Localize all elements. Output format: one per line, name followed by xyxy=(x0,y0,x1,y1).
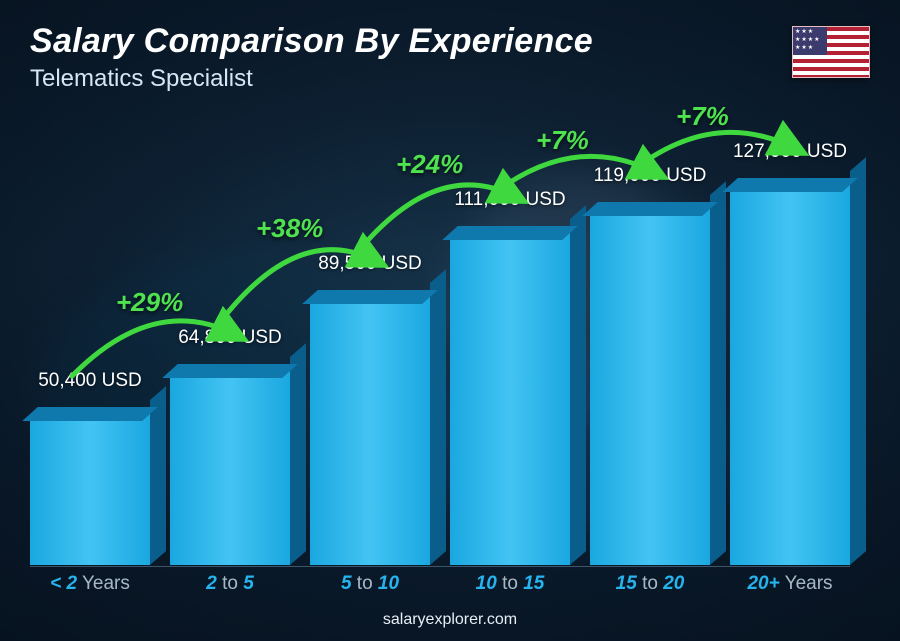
bar xyxy=(310,297,430,565)
xaxis: < 2 Years 2 to 5 5 to 10 10 to 15 15 to 20 20… xyxy=(30,566,850,595)
growth-pct-label: +7% xyxy=(536,125,589,156)
bar-side xyxy=(290,343,306,565)
chart-column: 89,500 USD xyxy=(310,297,430,565)
bar-side xyxy=(710,181,726,565)
chart-column: 64,800 USD xyxy=(170,371,290,565)
xaxis-category: < 2 Years xyxy=(30,573,150,595)
bar-value-label: 89,500 USD xyxy=(286,253,454,275)
growth-pct-label: +7% xyxy=(676,101,729,132)
bar-front xyxy=(730,185,850,565)
bar xyxy=(590,209,710,565)
bar-top xyxy=(302,290,438,304)
chart-column: 127,000 USD xyxy=(730,185,850,565)
bar-value-label: 50,400 USD xyxy=(6,370,174,392)
bar-side xyxy=(150,386,166,565)
page-subtitle: Telematics Specialist xyxy=(30,65,870,93)
bar-front xyxy=(310,297,430,565)
bar-value-label: 111,000 USD xyxy=(426,189,594,211)
bar-front xyxy=(590,209,710,565)
bar-front xyxy=(30,414,150,565)
bar xyxy=(170,371,290,565)
bar-side xyxy=(570,205,586,565)
page-title: Salary Comparison By Experience xyxy=(30,22,870,61)
xaxis-category: 20+ Years xyxy=(730,573,850,595)
bar-value-label: 64,800 USD xyxy=(146,327,314,349)
bar xyxy=(30,414,150,565)
growth-pct-label: +38% xyxy=(256,213,323,244)
chart-column: 119,000 USD xyxy=(590,209,710,565)
footer-source: salaryexplorer.com xyxy=(0,611,900,629)
header: Salary Comparison By Experience Telemati… xyxy=(30,22,870,93)
bar-front xyxy=(170,371,290,565)
xaxis-category: 15 to 20 xyxy=(590,573,710,595)
bar-side xyxy=(430,269,446,565)
infographic-stage: Salary Comparison By Experience Telemati… xyxy=(0,0,900,641)
bar-top xyxy=(162,364,298,378)
country-flag-us xyxy=(792,26,870,78)
bar-value-label: 119,000 USD xyxy=(566,165,734,187)
xaxis-category: 2 to 5 xyxy=(170,573,290,595)
bar-top xyxy=(442,226,578,240)
bar xyxy=(450,233,570,565)
chart-column: 111,000 USD xyxy=(450,233,570,565)
bar-top xyxy=(22,407,158,421)
growth-pct-label: +24% xyxy=(396,149,463,180)
bar-side xyxy=(850,157,866,565)
bar xyxy=(730,185,850,565)
chart-column: 50,400 USD xyxy=(30,414,150,565)
bar-value-label: 127,000 USD xyxy=(706,141,874,163)
bar-front xyxy=(450,233,570,565)
xaxis-category: 10 to 15 xyxy=(450,573,570,595)
xaxis-category: 5 to 10 xyxy=(310,573,430,595)
bar-top xyxy=(582,202,718,216)
salary-bar-chart: 50,400 USD64,800 USD89,500 USD111,000 US… xyxy=(30,105,850,565)
growth-pct-label: +29% xyxy=(116,287,183,318)
bar-top xyxy=(722,178,858,192)
